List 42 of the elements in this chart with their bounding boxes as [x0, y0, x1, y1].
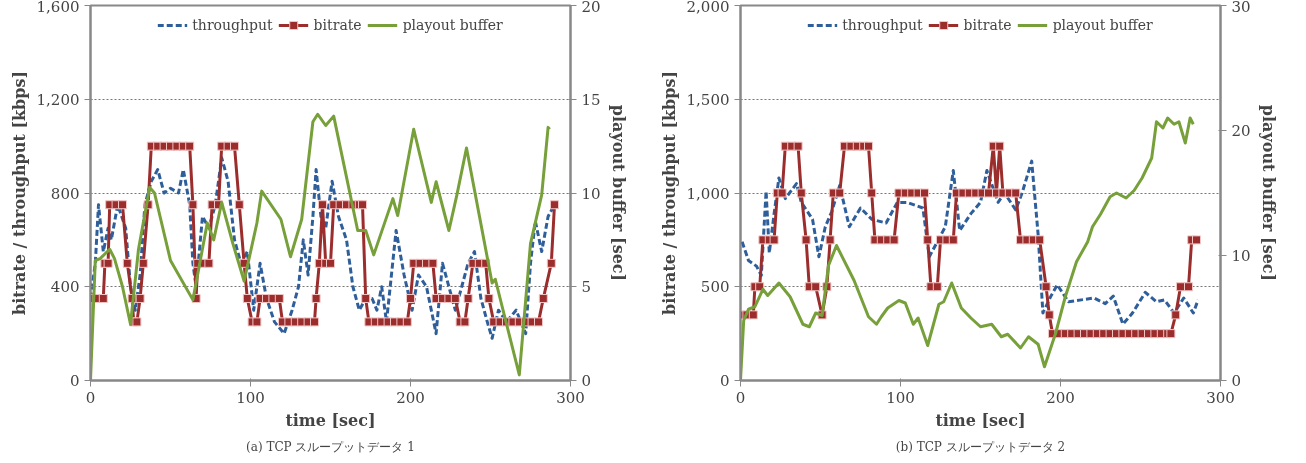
- x-axis-title: time [sec]: [285, 410, 376, 430]
- y-tick-label: 1,200: [36, 90, 80, 109]
- x-tick-label: 100: [236, 388, 265, 407]
- legend-label: playout buffer: [1052, 17, 1153, 33]
- y2-axis-title: playout buffer [sec]: [1258, 104, 1278, 282]
- x-tick-label: 200: [1046, 388, 1075, 407]
- legend-label: bitrate: [313, 17, 362, 33]
- y-axis-title: bitrate / throughput [kbps]: [9, 71, 29, 315]
- legend-label: throughput: [192, 17, 273, 33]
- line-series: [740, 159, 1200, 326]
- y-tick-label: 800: [50, 184, 80, 203]
- text: (b) TCP スループットデータ 2: [895, 439, 1066, 454]
- x-tick-label: 300: [1206, 388, 1235, 407]
- y2-tick-label: 0: [1231, 372, 1242, 390]
- y2-tick-label: 20: [1231, 122, 1251, 140]
- y2-tick-label: 0: [581, 372, 592, 390]
- y2-axis-title: playout buffer [sec]: [608, 104, 628, 282]
- y-tick-label: 1,500: [686, 90, 730, 109]
- x-tick-label: 200: [396, 388, 425, 407]
- legend-label: bitrate: [963, 17, 1012, 33]
- legend-label: throughput: [842, 17, 923, 33]
- x-tick-label: 300: [556, 388, 585, 407]
- y-tick-label: 2,000: [686, 0, 730, 16]
- x-axis-title: time [sec]: [935, 410, 1026, 430]
- legend-label: playout buffer: [402, 17, 503, 33]
- y2-tick-label: 20: [581, 0, 601, 16]
- y-tick-label: 1,000: [686, 184, 730, 203]
- y2-tick-label: 10: [1231, 247, 1251, 265]
- y2-tick-label: 30: [1231, 0, 1251, 16]
- text: (a) TCP スループットデータ 1: [246, 439, 415, 454]
- y-tick-label: 500: [700, 278, 730, 297]
- y-tick-label: 400: [50, 278, 80, 297]
- y-tick-label: 1,600: [36, 0, 80, 16]
- x-tick-label: 0: [85, 388, 96, 407]
- y-tick-label: 0: [719, 372, 730, 390]
- x-tick-label: 100: [886, 388, 915, 407]
- x-tick-label: 0: [735, 388, 746, 407]
- y-axis-title: bitrate / throughput [kbps]: [659, 71, 679, 315]
- y2-tick-label: 5: [581, 278, 592, 297]
- y2-tick-label: 15: [581, 90, 601, 109]
- y2-tick-label: 10: [581, 184, 601, 203]
- y-tick-label: 0: [69, 372, 80, 390]
